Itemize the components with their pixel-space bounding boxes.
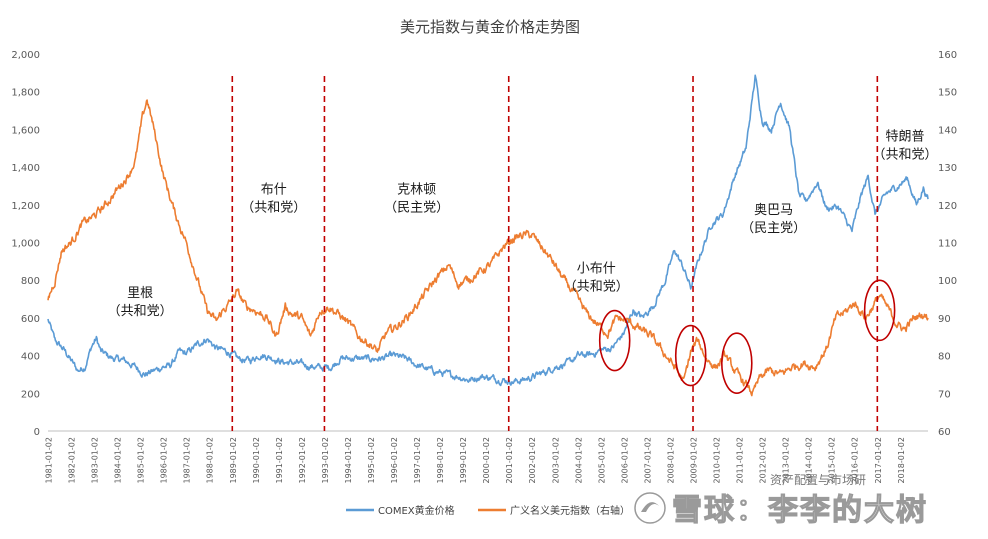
right-tick-label: 110: [938, 239, 957, 250]
left-tick-label: 1,800: [11, 88, 40, 99]
x-tick-label: 2014-01-02: [805, 437, 814, 484]
x-tick-label: 2006-01-02: [620, 437, 629, 484]
x-tick-label: 1993-01-02: [321, 437, 330, 484]
x-tick-label: 2018-01-02: [897, 437, 906, 484]
left-tick-label: 200: [21, 389, 40, 400]
highlight-ellipse: [598, 309, 631, 372]
x-tick-label: 2015-01-02: [828, 437, 837, 484]
watermark: 资产配置与市场研 雪球：李李的大树: [634, 472, 928, 529]
legend: COMEX黄金价格 广义名义美元指数（右轴）: [346, 504, 630, 517]
left-tick-label: 0: [34, 427, 40, 438]
left-tick-label: 600: [21, 314, 40, 325]
president-party: （民主党）: [741, 221, 806, 236]
x-tick-label: 1982-01-02: [67, 437, 76, 484]
highlight-ellipse: [720, 332, 753, 394]
x-tick-label: 2003-01-02: [551, 437, 560, 484]
x-tick-label: 2009-01-02: [689, 437, 698, 484]
x-tick-label: 2000-01-02: [482, 437, 491, 484]
left-axis: 0 200 400 600 800 1,000 1,200 1,400 1,600 1,800 2,…: [11, 50, 40, 438]
x-tick-label: 1981-01-02: [44, 437, 53, 484]
x-tick-label: 2011-01-02: [736, 437, 745, 484]
left-tick-label: 2,000: [11, 50, 40, 61]
x-tick-label: 1988-01-02: [206, 437, 215, 484]
x-tick-label: 1998-01-02: [436, 437, 445, 484]
x-tick-label: 1985-01-02: [137, 437, 146, 484]
legend-label-usd: 广义名义美元指数（右轴）: [510, 504, 630, 517]
x-tick-label: 2001-01-02: [505, 437, 514, 484]
x-tick-label: 2004-01-02: [574, 437, 583, 484]
x-tick-label: 1986-01-02: [160, 437, 169, 484]
watermark-logo-icon: [634, 492, 666, 524]
x-tick-label: 1984-01-02: [114, 437, 123, 484]
right-tick-label: 70: [938, 389, 951, 400]
president-name: 特朗普: [885, 130, 924, 145]
right-tick-label: 140: [938, 125, 957, 136]
president-name: 小布什: [577, 262, 616, 277]
left-tick-label: 400: [21, 352, 40, 363]
right-tick-label: 100: [938, 276, 957, 287]
x-tick-label: 1997-01-02: [413, 437, 422, 484]
series-layer: [47, 74, 929, 397]
watermark-sub: 资产配置与市场研: [770, 472, 866, 487]
president-name: 布什: [261, 182, 287, 197]
president-name: 克林顿: [397, 182, 436, 197]
x-tick-label: 2017-01-02: [874, 437, 883, 484]
x-tick-label: 2005-01-02: [597, 437, 606, 484]
dollar-index-line: [47, 99, 929, 397]
left-tick-label: 800: [21, 276, 40, 287]
president-party: （共和党）: [241, 200, 306, 215]
x-tick-label: 2012-01-02: [759, 437, 768, 484]
x-tick-label: 1987-01-02: [183, 437, 192, 484]
watermark-snowball-icon: [641, 502, 659, 512]
highlight-circles: [598, 279, 896, 394]
left-tick-label: 1,400: [11, 163, 40, 174]
x-tick-label: 1996-01-02: [390, 437, 399, 484]
president-name: 里根: [127, 286, 153, 301]
x-tick-label: 2013-01-02: [782, 437, 791, 484]
x-tick-label: 2016-01-02: [851, 437, 860, 484]
right-tick-label: 60: [938, 427, 951, 438]
right-tick-label: 90: [938, 314, 951, 325]
x-tick-label: 1994-01-02: [344, 437, 353, 484]
gold-price-line: [47, 74, 929, 387]
x-tick-label: 1983-01-02: [91, 437, 100, 484]
x-tick-label: 2007-01-02: [643, 437, 652, 484]
right-tick-label: 130: [938, 163, 957, 174]
president-labels: 里根 （共和党） 布什 （共和党） 克林顿 （民主党） 小布什 （共和党） 奥巴马 （民主党） 特朗…: [108, 130, 938, 319]
president-party: （共和党）: [564, 280, 629, 295]
x-tick-label: 1999-01-02: [459, 437, 468, 484]
president-name: 奥巴马: [754, 203, 793, 218]
left-tick-label: 1,600: [11, 125, 40, 136]
x-tick-label: 1992-01-02: [298, 437, 307, 484]
right-tick-label: 150: [938, 88, 957, 99]
president-party: （共和党）: [108, 304, 173, 319]
x-tick-label: 1989-01-02: [229, 437, 238, 484]
x-tick-label: 1995-01-02: [367, 437, 376, 484]
right-tick-label: 80: [938, 352, 951, 363]
left-tick-label: 1,000: [11, 239, 40, 250]
president-party: （共和党）: [872, 148, 937, 163]
right-tick-label: 160: [938, 50, 957, 61]
highlight-ellipse: [674, 324, 707, 387]
term-lines: [231, 76, 879, 431]
x-axis: 1981-01-02 1982-01-02 1983-01-02 1984-01-02…: [44, 437, 905, 484]
x-tick-label: 2008-01-02: [666, 437, 675, 484]
x-tick-label: 2010-01-02: [713, 437, 722, 484]
watermark-text: 雪球：李李的大树: [672, 493, 928, 528]
legend-label-gold: COMEX黄金价格: [378, 504, 455, 517]
x-tick-label: 1991-01-02: [275, 437, 284, 484]
x-tick-label: 1990-01-02: [252, 437, 261, 484]
right-tick-label: 120: [938, 201, 957, 212]
x-tick-label: 2002-01-02: [528, 437, 537, 484]
left-tick-label: 1,200: [11, 201, 40, 212]
president-party: （民主党）: [384, 200, 449, 215]
chart-title: 美元指数与黄金价格走势图: [400, 18, 580, 36]
right-axis: 60 70 80 90 100 110 120 130 140 150 160: [938, 50, 957, 438]
highlight-ellipse: [863, 279, 896, 342]
